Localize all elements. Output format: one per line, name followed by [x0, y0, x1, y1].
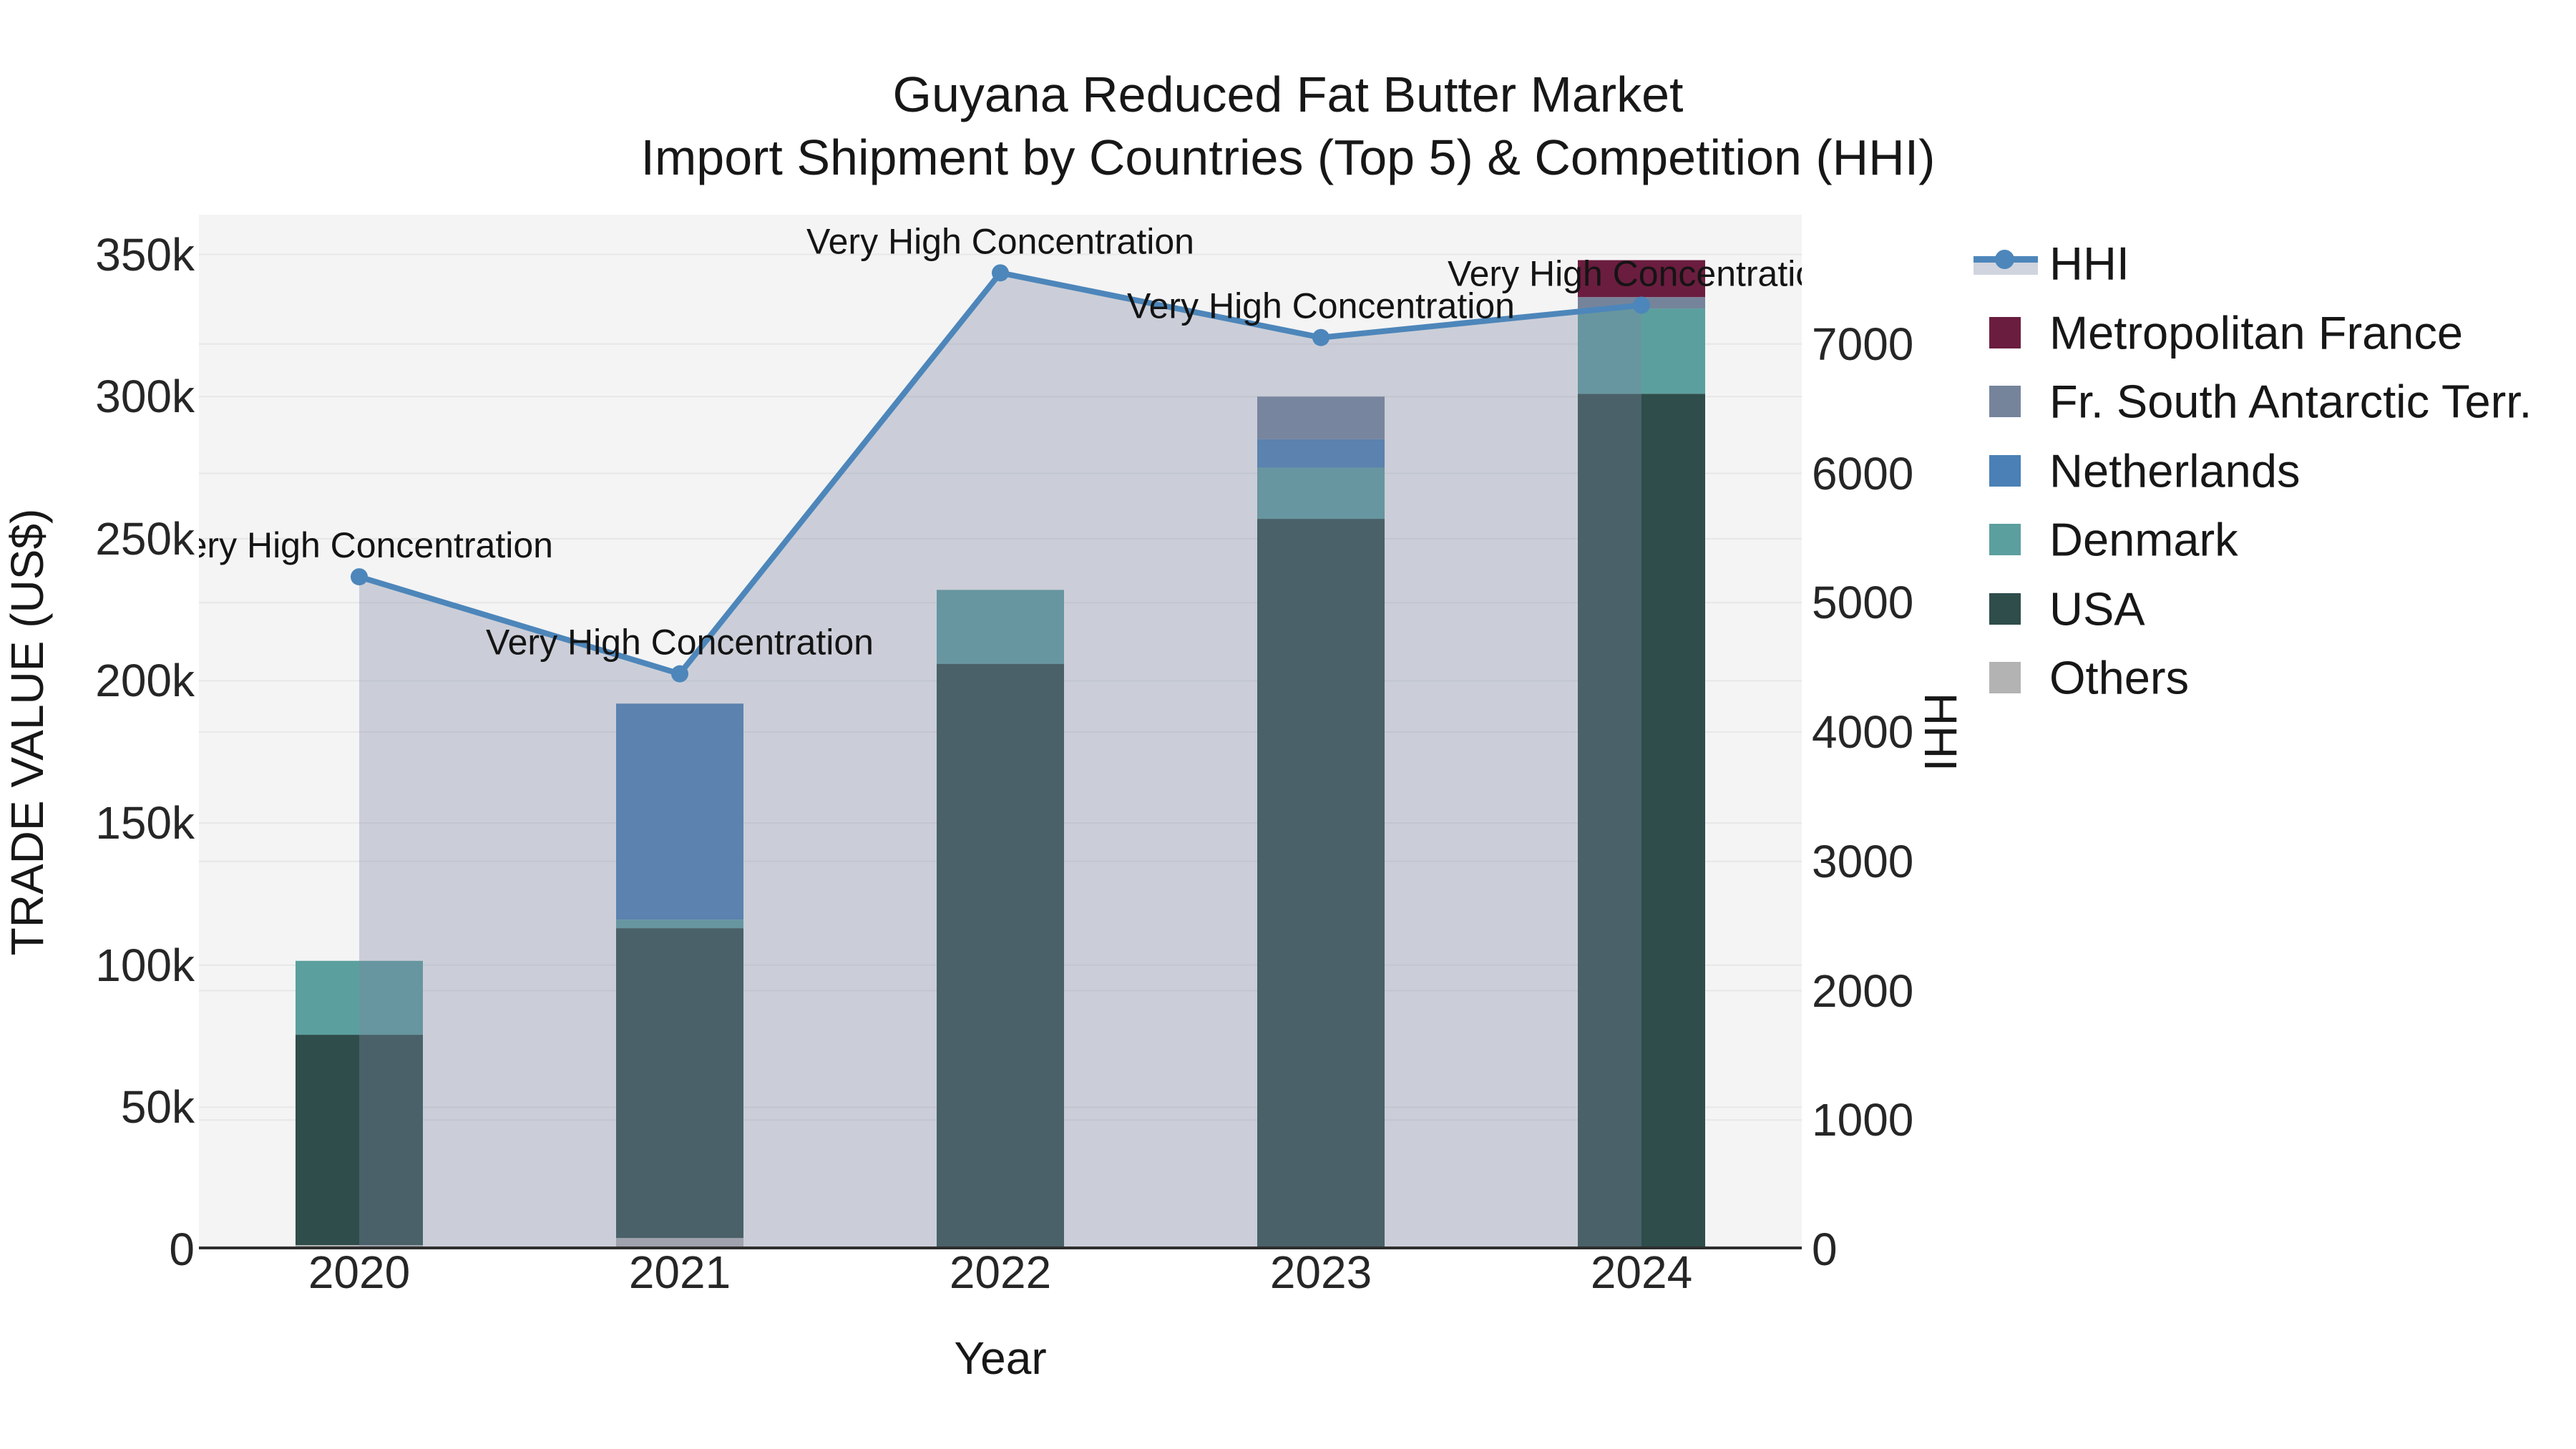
annotation-2022: Very High Concentration — [806, 221, 1194, 261]
bar-segment-2020-usa — [296, 1035, 423, 1246]
bar-segment-2024-denmark — [1578, 308, 1705, 394]
bar-segment-2024-metropolitan-france — [1578, 260, 1705, 298]
hhi-marker-2024 — [1633, 296, 1650, 314]
chart-title: Guyana Reduced Fat Butter Market Import … — [0, 63, 2576, 189]
x-tick-2020: 2020 — [308, 1246, 411, 1298]
bar-segment-2023-usa — [1257, 519, 1385, 1249]
left-tick-50k: 50k — [120, 1081, 195, 1133]
legend-item-denmark: Denmark — [1974, 507, 2575, 572]
x-axis-title: Year — [954, 1332, 1047, 1384]
legend-label: HHI — [2049, 237, 2129, 290]
bar-segment-2024-usa — [1578, 394, 1705, 1249]
bar-segment-2020-denmark — [296, 960, 423, 1035]
annotation-2021: Very High Concentration — [486, 623, 874, 663]
legend-swatch — [1989, 386, 2021, 417]
left-tick-100k: 100k — [95, 939, 195, 991]
right-tick-2000: 2000 — [1812, 965, 1914, 1017]
right-tick-6000: 6000 — [1812, 447, 1914, 499]
legend-label: Fr. South Antarctic Terr. — [2049, 375, 2532, 428]
legend-label: USA — [2049, 582, 2145, 635]
right-tick-5000: 5000 — [1812, 577, 1914, 629]
plot-area: Very High Concentration Very High Concent… — [199, 215, 1802, 1249]
legend-label: Netherlands — [2049, 444, 2301, 497]
legend-item-others: Others — [1974, 645, 2575, 710]
legend-swatch — [1989, 454, 2021, 487]
left-tick-0: 0 — [169, 1224, 195, 1275]
legend-item-netherlands: Netherlands — [1974, 439, 2575, 503]
legend-label: Denmark — [2049, 513, 2238, 566]
legend-item-fr-south-antarctic-terr-: Fr. South Antarctic Terr. — [1974, 369, 2575, 434]
annotation-2024: Very High Concentration — [1448, 254, 1802, 294]
legend-label: Others — [2049, 651, 2190, 704]
legend-swatch — [1989, 662, 2021, 693]
left-axis-title: TRADE VALUE (US$) — [1, 508, 53, 956]
legend-item-hhi: HHI — [1974, 231, 2575, 296]
bar-segment-2021-usa — [616, 928, 743, 1239]
hhi-legend-swatch — [1974, 243, 2038, 283]
x-tick-2024: 2024 — [1590, 1246, 1693, 1298]
hhi-marker-swatch — [1995, 250, 2014, 269]
right-tick-4000: 4000 — [1812, 706, 1914, 758]
annotation-2020: Very High Concentration — [199, 525, 553, 565]
left-tick-350k: 350k — [95, 228, 195, 280]
bar-segment-2021-denmark — [616, 919, 743, 929]
hhi-marker-2023 — [1312, 328, 1330, 346]
bar-segment-2023-netherlands — [1257, 439, 1385, 468]
hhi-marker-2022 — [992, 264, 1009, 282]
hhi-marker-2021 — [671, 665, 688, 683]
title-line-1: Guyana Reduced Fat Butter Market — [892, 67, 1684, 122]
legend-item-metropolitan-france: Metropolitan France — [1974, 301, 2575, 365]
bar-segment-2022-denmark — [937, 590, 1064, 664]
legend-swatch — [1989, 316, 2021, 348]
bar-segment-2023-denmark — [1257, 467, 1385, 519]
bar-segment-2021-netherlands — [616, 703, 743, 920]
right-tick-0: 0 — [1812, 1224, 1838, 1275]
x-tick-2021: 2021 — [628, 1246, 731, 1298]
hhi-area — [359, 273, 1641, 1249]
bar-segment-2022-usa — [937, 663, 1064, 1249]
right-tick-3000: 3000 — [1812, 835, 1914, 887]
annotation-2023: Very High Concentration — [1127, 286, 1515, 326]
x-tick-2022: 2022 — [949, 1246, 1052, 1298]
left-tick-300k: 300k — [95, 371, 195, 423]
right-tick-1000: 1000 — [1812, 1094, 1914, 1146]
right-tick-7000: 7000 — [1812, 318, 1914, 370]
bar-segment-2023-fr-south-antarctic-terr- — [1257, 396, 1385, 439]
hhi-marker-2020 — [351, 568, 368, 586]
title-line-2: Import Shipment by Countries (Top 5) & C… — [640, 130, 1936, 185]
left-tick-250k: 250k — [95, 512, 195, 565]
legend-swatch — [1989, 524, 2021, 555]
legend-item-usa: USA — [1974, 577, 2575, 641]
legend-swatch — [1989, 592, 2021, 625]
left-tick-150k: 150k — [95, 797, 195, 849]
right-axis-title: HHI — [1915, 692, 1966, 772]
legend-label: Metropolitan France — [2049, 306, 2464, 358]
left-tick-200k: 200k — [95, 655, 195, 707]
x-tick-2023: 2023 — [1269, 1246, 1372, 1298]
